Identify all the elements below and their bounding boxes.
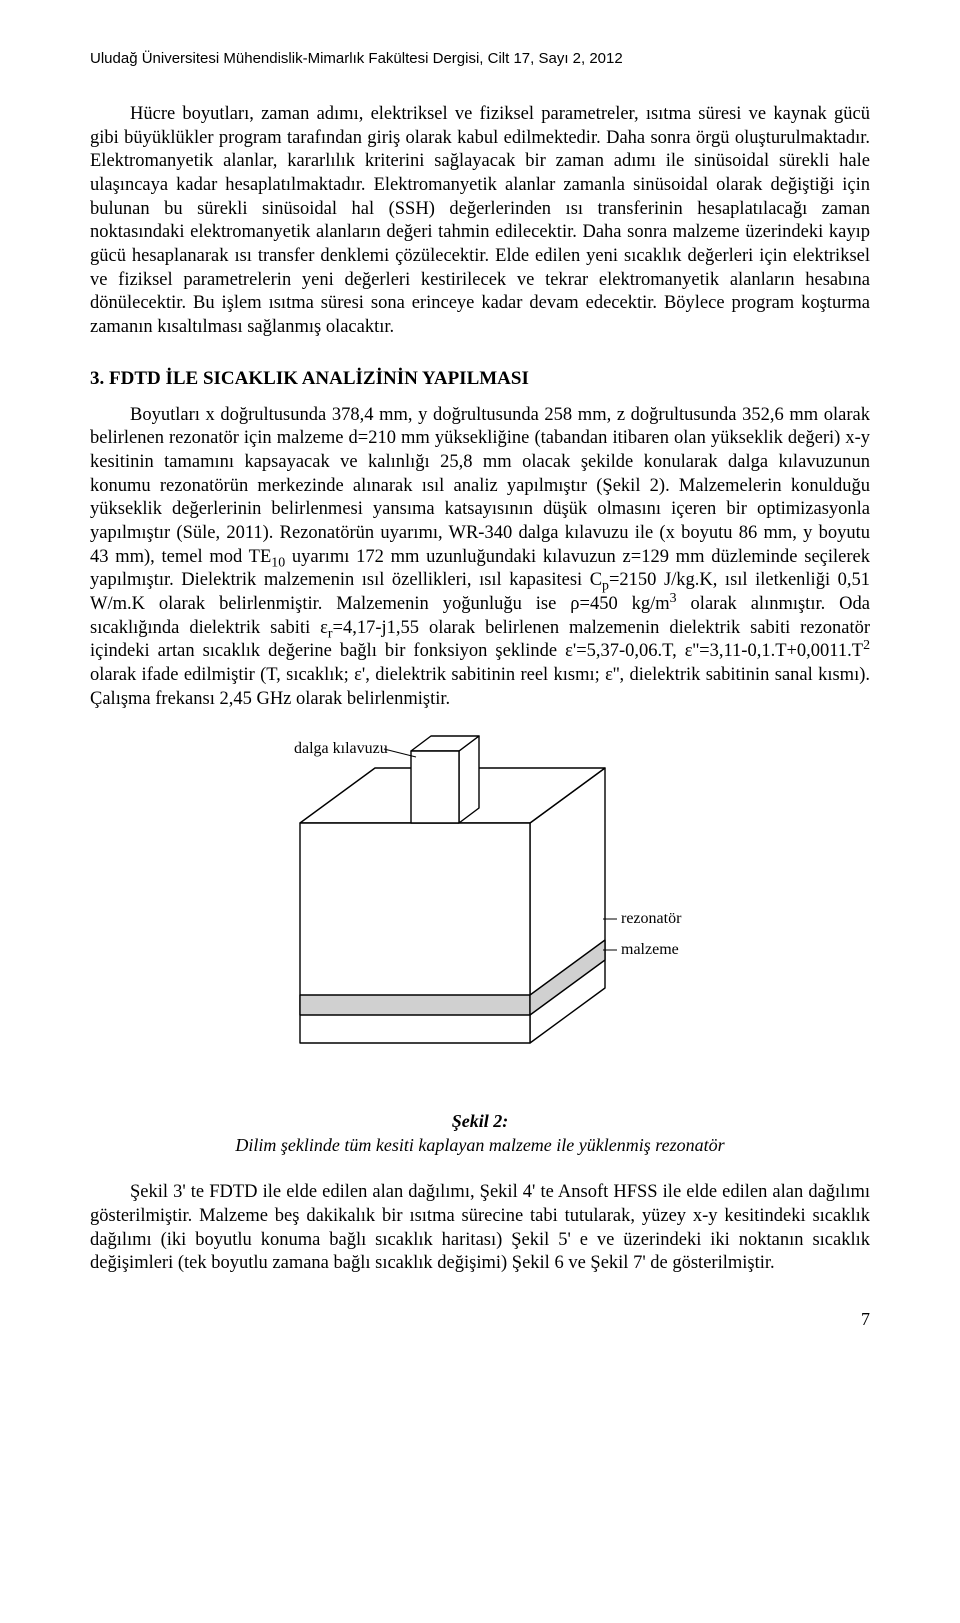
figure-2-caption-title: Şekil 2: — [452, 1111, 509, 1131]
page-number: 7 — [861, 1309, 870, 1330]
paragraph-3: Şekil 3' te FDTD ile elde edilen alan da… — [90, 1181, 870, 1276]
journal-header: Uludağ Üniversitesi Mühendislik-Mimarlık… — [90, 50, 870, 67]
paragraph-2: Boyutları x doğrultusunda 378,4 mm, y do… — [90, 404, 870, 712]
figure-2: dalga kılavuzu rezonatör malzeme — [90, 733, 870, 1098]
page: Uludağ Üniversitesi Mühendislik-Mimarlık… — [0, 0, 960, 1352]
paragraph-2-text: Boyutları x doğrultusunda 378,4 mm, y do… — [90, 405, 870, 709]
figure-2-diagram: dalga kılavuzu rezonatör malzeme — [260, 733, 700, 1093]
paragraph-3-text: Şekil 3' te FDTD ile elde edilen alan da… — [90, 1182, 870, 1273]
svg-text:malzeme: malzeme — [621, 941, 679, 958]
svg-text:dalga kılavuzu: dalga kılavuzu — [294, 740, 388, 757]
paragraph-1: Hücre boyutları, zaman adımı, elektrikse… — [90, 103, 870, 340]
figure-2-caption: Şekil 2: Dilim şeklinde tüm kesiti kapla… — [90, 1110, 870, 1157]
figure-2-caption-text: Dilim şeklinde tüm kesiti kaplayan malze… — [235, 1135, 724, 1155]
paragraph-1-text: Hücre boyutları, zaman adımı, elektrikse… — [90, 104, 870, 337]
section-3-title: 3. FDTD İLE SICAKLIK ANALİZİNİN YAPILMAS… — [90, 368, 870, 390]
svg-text:rezonatör: rezonatör — [621, 910, 682, 927]
